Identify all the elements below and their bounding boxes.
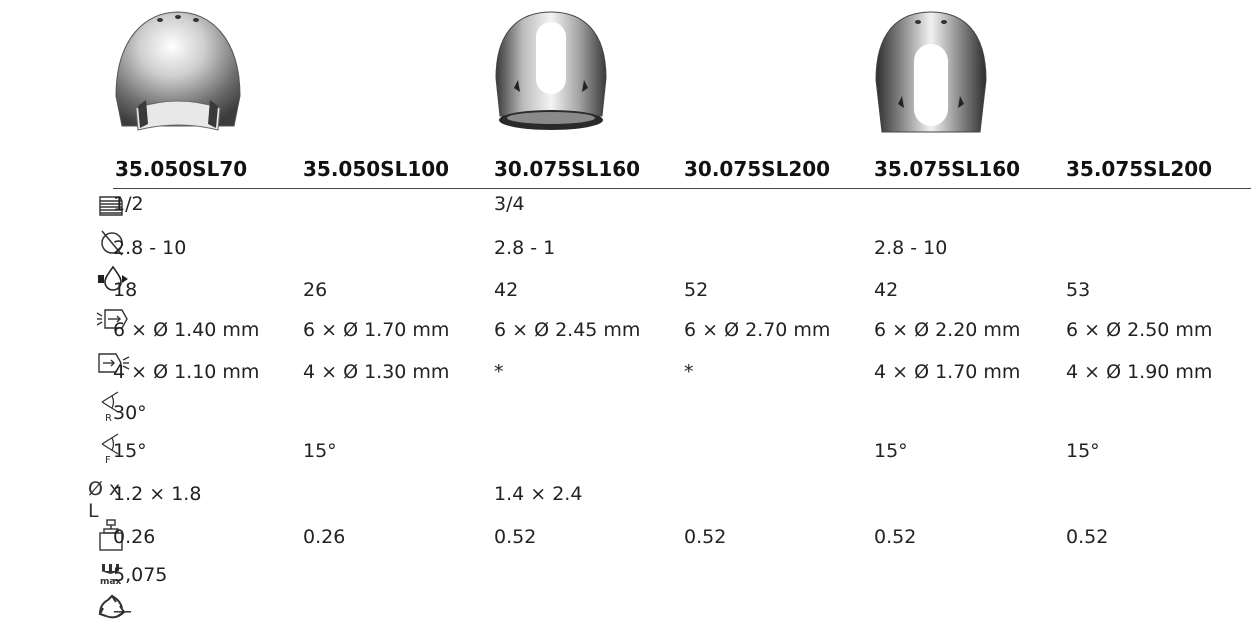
- table-cell: 52: [684, 279, 709, 301]
- pipe-diameter-icon: [96, 228, 128, 258]
- diameter-length-icon: Ø x L: [88, 478, 121, 522]
- table-cell: 6 × Ø 2.45 mm: [494, 319, 641, 341]
- table-cell: 6 × Ø 2.20 mm: [874, 319, 1021, 341]
- column-header: 35.075SL160: [874, 157, 1021, 181]
- header-divider: [113, 188, 1251, 189]
- table-cell: 1.4 × 2.4: [494, 483, 583, 505]
- table-cell: 1.2 × 1.8: [113, 483, 202, 505]
- table-cell: 0.52: [494, 526, 537, 548]
- column-header: 30.075SL200: [684, 157, 831, 181]
- table-cell: 0.26: [303, 526, 346, 548]
- table-cell: 4 × Ø 1.90 mm: [1066, 361, 1213, 383]
- nozzle-image-35-050: [108, 8, 248, 136]
- table-cell: 0.52: [874, 526, 917, 548]
- table-cell: 1/2: [113, 193, 144, 215]
- table-cell: 6 × Ø 2.70 mm: [684, 319, 831, 341]
- table-cell: 4 × Ø 1.30 mm: [303, 361, 450, 383]
- svg-text:F: F: [105, 455, 111, 466]
- table-cell: 3/4: [494, 193, 525, 215]
- table-cell: 0.26: [113, 526, 156, 548]
- nozzle-image-35-075: [870, 8, 992, 136]
- column-header: 35.075SL200: [1066, 157, 1213, 181]
- table-cell: 53: [1066, 279, 1091, 301]
- column-header: 35.050SL70: [115, 157, 248, 181]
- rear-angle-icon: R: [96, 388, 128, 424]
- table-cell: 0.52: [684, 526, 727, 548]
- table-cell: 2.8 - 1: [494, 237, 556, 259]
- table-cell: 42: [874, 279, 899, 301]
- nozzle-image-30-075: [490, 8, 612, 136]
- table-cell: 18: [113, 279, 138, 301]
- weight-icon: [98, 518, 130, 551]
- table-cell: 5,075: [113, 564, 168, 586]
- front-jets-icon: [96, 350, 130, 380]
- table-cell: 15°: [303, 440, 337, 462]
- flow-rate-icon: [96, 263, 128, 293]
- column-header: 35.050SL100: [303, 157, 450, 181]
- table-cell: 4 × Ø 1.10 mm: [113, 361, 260, 383]
- table-cell: 2.8 - 10: [113, 237, 187, 259]
- svg-text:max: max: [100, 577, 121, 587]
- recycle-icon: [98, 594, 130, 624]
- table-cell: —: [113, 600, 132, 622]
- table-cell: 0.52: [1066, 526, 1109, 548]
- table-cell: 4 × Ø 1.70 mm: [874, 361, 1021, 383]
- table-cell: 15°: [874, 440, 908, 462]
- table-cell: *: [684, 361, 694, 383]
- max-pressure-icon: max: [99, 563, 131, 593]
- table-cell: 6 × Ø 1.40 mm: [113, 319, 260, 341]
- svg-text:R: R: [105, 413, 112, 424]
- table-cell: 15°: [113, 440, 147, 462]
- table-cell: 42: [494, 279, 519, 301]
- table-cell: 6 × Ø 1.70 mm: [303, 319, 450, 341]
- table-cell: 6 × Ø 2.50 mm: [1066, 319, 1213, 341]
- table-cell: 30°: [113, 402, 147, 424]
- table-cell: 26: [303, 279, 328, 301]
- table-cell: *: [494, 361, 504, 383]
- table-cell: 15°: [1066, 440, 1100, 462]
- column-header: 30.075SL160: [494, 157, 641, 181]
- rear-jets-icon: [96, 306, 128, 336]
- table-cell: 2.8 - 10: [874, 237, 948, 259]
- thread-icon: [96, 193, 128, 223]
- front-angle-icon: F: [96, 430, 128, 466]
